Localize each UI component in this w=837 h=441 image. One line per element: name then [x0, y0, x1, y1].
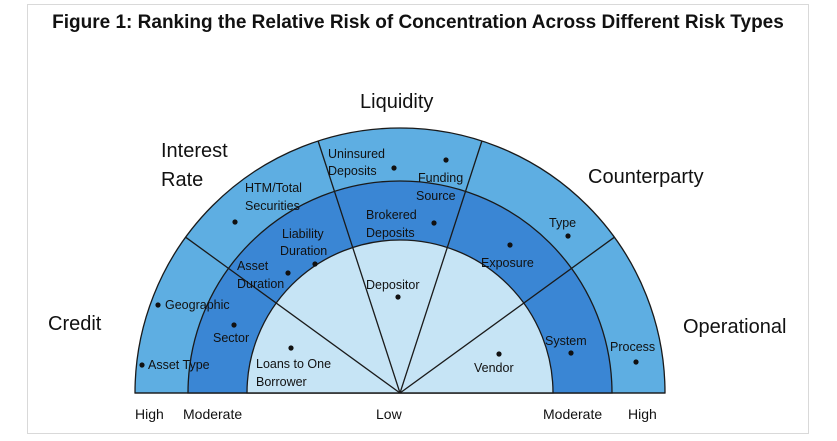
marker-type: [565, 233, 571, 239]
item-liability-line1: Liability: [282, 227, 324, 241]
item-brokered-line1: Brokered: [366, 208, 417, 222]
marker-geographic: [155, 302, 161, 308]
divider-liquidity-counterparty: [399, 140, 483, 394]
item-funding-line2: Source: [416, 189, 456, 203]
marker-liability-duration: [312, 261, 318, 267]
marker-process: [633, 359, 639, 365]
item-exposure: Exposure: [481, 256, 534, 270]
marker-funding-source: [443, 157, 449, 163]
marker-system: [568, 350, 574, 356]
inner-band-low-risk: [246, 239, 554, 394]
item-process: Process: [610, 340, 655, 354]
divider-credit-interest: [185, 236, 401, 394]
category-credit: Credit: [48, 313, 102, 335]
item-vendor: Vendor: [474, 361, 514, 375]
category-counterparty: Counterparty: [588, 166, 704, 188]
item-uninsured-line1: Uninsured: [328, 147, 385, 161]
item-liability-line2: Duration: [280, 244, 327, 258]
scale-moderate-left: Moderate: [183, 406, 242, 422]
marker-uninsured-deposits: [391, 165, 397, 171]
scale-low: Low: [376, 406, 403, 422]
divider-interest-liquidity: [317, 140, 401, 394]
marker-exposure: [507, 242, 513, 248]
figure-title: Figure 1: Ranking the Relative Risk of C…: [52, 12, 784, 33]
marker-depositor: [395, 294, 401, 300]
item-uninsured-line2: Deposits: [328, 164, 377, 178]
scale-high-right: High: [628, 406, 657, 422]
divider-counterparty-operational: [399, 236, 615, 394]
item-depositor: Depositor: [366, 278, 420, 292]
scale-moderate-right: Moderate: [543, 406, 602, 422]
marker-vendor: [496, 351, 502, 357]
item-geographic: Geographic: [165, 298, 230, 312]
category-interest-rate-line1: Interest: [161, 140, 228, 162]
marker-sector: [231, 322, 237, 328]
item-asset-duration-line2: Duration: [237, 277, 284, 291]
category-liquidity: Liquidity: [360, 91, 433, 113]
category-operational: Operational: [683, 316, 786, 338]
item-htm-line2: Securities: [245, 199, 300, 213]
marker-htm-securities: [232, 219, 238, 225]
item-funding-line1: Funding: [418, 171, 463, 185]
item-brokered-line2: Deposits: [366, 226, 415, 240]
marker-brokered-deposits: [431, 220, 437, 226]
item-sector: Sector: [213, 331, 249, 345]
item-asset-duration-line1: Asset: [237, 259, 269, 273]
item-asset-type: Asset Type: [148, 358, 210, 372]
scale-high-left: High: [135, 406, 164, 422]
item-htm-line1: HTM/Total: [245, 181, 302, 195]
item-loans-to-one-line1: Loans to One: [256, 357, 331, 371]
marker-loans-to-one: [288, 345, 294, 351]
item-loans-to-one-line2: Borrower: [256, 375, 307, 389]
category-interest-rate-line2: Rate: [161, 169, 203, 191]
item-system: System: [545, 334, 587, 348]
marker-asset-duration: [285, 270, 291, 276]
marker-asset-type: [139, 362, 145, 368]
item-type: Type: [549, 216, 576, 230]
